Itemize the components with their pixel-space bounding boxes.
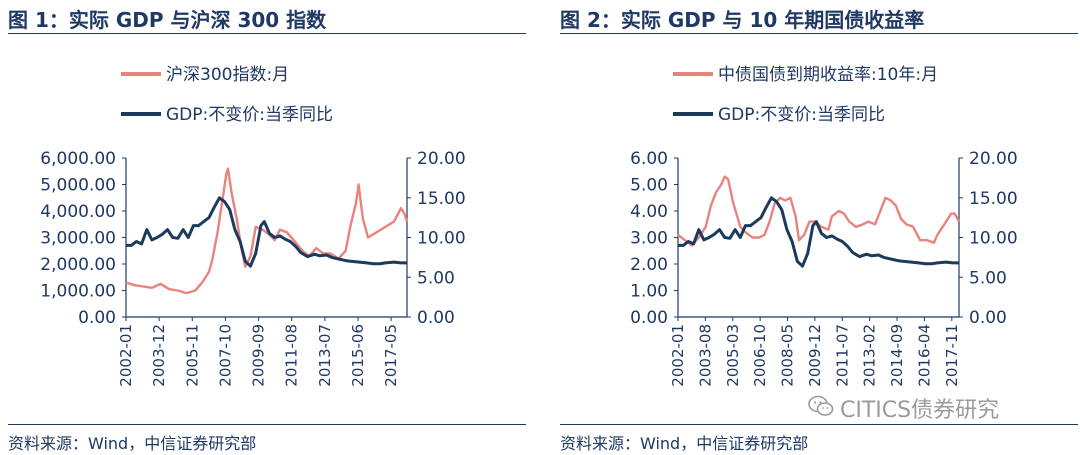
x-axis-tick-label: 2003-12 bbox=[150, 324, 168, 387]
x-axis-tick-label: 2013-02 bbox=[861, 324, 879, 387]
legend-entry: 沪深300指数:月 bbox=[121, 65, 289, 85]
left-axis-tick-label: 1.00 bbox=[630, 282, 668, 302]
left-axis-tick-label: 4.00 bbox=[630, 202, 668, 222]
right-axis-tick-label: 5.00 bbox=[969, 268, 1007, 288]
x-axis-tick-label: 2011-08 bbox=[283, 324, 301, 387]
x-axis-tick-label: 2006-10 bbox=[751, 324, 769, 387]
figure-2-title: 图 2：实际 GDP 与 10 年期国债收益率 bbox=[560, 8, 925, 32]
right-axis-tick-label: 0.00 bbox=[969, 308, 1007, 328]
legend-entry: GDP:不变价:当季同比 bbox=[673, 105, 885, 125]
left-axis-tick-label: 4,000.00 bbox=[40, 202, 116, 222]
left-axis-tick-label: 1,000.00 bbox=[40, 282, 116, 302]
legend-label: 沪深300指数:月 bbox=[166, 65, 289, 85]
x-axis-tick-label: 2013-07 bbox=[316, 324, 334, 387]
x-axis-tick-label: 2015-06 bbox=[349, 324, 367, 387]
left-axis-tick-label: 5.00 bbox=[630, 176, 668, 196]
series-line-primary bbox=[677, 175, 961, 247]
right-axis-tick-label: 5.00 bbox=[417, 268, 455, 288]
source-rule bbox=[560, 424, 1078, 425]
x-axis-tick-label: 2007-10 bbox=[216, 324, 234, 387]
source-rule bbox=[8, 424, 526, 425]
left-axis-tick-label: 3.00 bbox=[630, 229, 668, 249]
watermark: CITICS债券研究 bbox=[808, 392, 999, 424]
left-axis-tick-label: 0.00 bbox=[630, 308, 668, 328]
x-axis-tick-label: 2008-05 bbox=[779, 324, 797, 387]
left-axis-tick-label: 6.00 bbox=[630, 149, 668, 169]
figure-2-panel: 图 2：实际 GDP 与 10 年期国债收益率 中债国债到期收益率:10年:月 G… bbox=[560, 0, 1078, 455]
left-axis-tick-label: 3,000.00 bbox=[40, 229, 116, 249]
x-axis-tick-label: 2017-05 bbox=[382, 324, 400, 387]
x-axis-tick-label: 2003-08 bbox=[696, 324, 714, 387]
x-axis-tick-label: 2005-03 bbox=[724, 324, 742, 387]
x-axis-tick-label: 2009-12 bbox=[806, 324, 824, 387]
right-axis-tick-label: 15.00 bbox=[417, 189, 466, 209]
right-axis-tick-label: 20.00 bbox=[969, 149, 1018, 169]
right-axis-tick-label: 10.00 bbox=[969, 229, 1018, 249]
x-axis-tick-label: 2014-09 bbox=[888, 324, 906, 387]
series-line-gdp bbox=[126, 196, 407, 268]
title-rule bbox=[8, 33, 526, 34]
title-rule bbox=[560, 33, 1078, 34]
right-axis-tick-label: 15.00 bbox=[969, 189, 1018, 209]
figure-1-panel: 图 1：实际 GDP 与沪深 300 指数 沪深300指数:月 GDP:不变价:当… bbox=[8, 0, 526, 455]
wechat-icon bbox=[808, 395, 834, 423]
legend-label: GDP:不变价:当季同比 bbox=[166, 105, 333, 125]
x-axis-tick-label: 2005-11 bbox=[183, 324, 201, 387]
x-axis-tick-label: 2002-01 bbox=[117, 324, 135, 387]
watermark-text: CITICS债券研究 bbox=[840, 398, 1000, 423]
left-axis-tick-label: 2,000.00 bbox=[40, 255, 116, 275]
figure-1-title: 图 1：实际 GDP 与沪深 300 指数 bbox=[8, 8, 327, 32]
right-axis-tick-label: 20.00 bbox=[417, 149, 466, 169]
series-line-gdp bbox=[678, 196, 959, 268]
figure-2-chart: 中债国债到期收益率:10年:月 GDP:不变价:当季同比 6.00 5.00 4.00 3… bbox=[630, 65, 1018, 387]
left-axis-tick-label: 2.00 bbox=[630, 255, 668, 275]
left-axis-tick-label: 0.00 bbox=[78, 308, 116, 328]
figure-1-source: 资料来源：Wind，中信证券研究部 bbox=[8, 434, 257, 453]
right-axis-tick-label: 10.00 bbox=[417, 229, 466, 249]
series-line-primary bbox=[125, 167, 409, 295]
x-axis-tick-label: 2002-01 bbox=[669, 324, 687, 387]
figure-2-source: 资料来源：Wind，中信证券研究部 bbox=[560, 434, 809, 453]
x-axis-tick-label: 2011-07 bbox=[833, 324, 851, 387]
x-axis-tick-label: 2017-11 bbox=[943, 324, 961, 387]
right-axis-tick-label: 0.00 bbox=[417, 308, 455, 328]
legend-entry: GDP:不变价:当季同比 bbox=[121, 105, 333, 125]
figure-1-chart: 沪深300指数:月 GDP:不变价:当季同比 6,000.00 5,000.00 4,0… bbox=[40, 65, 466, 387]
left-axis-tick-label: 6,000.00 bbox=[40, 149, 116, 169]
x-axis-tick-label: 2016-04 bbox=[915, 324, 933, 387]
x-axis-tick-label: 2009-09 bbox=[250, 324, 268, 387]
legend-label: GDP:不变价:当季同比 bbox=[718, 105, 885, 125]
legend-entry: 中债国债到期收益率:10年:月 bbox=[673, 65, 938, 85]
legend-label: 中债国债到期收益率:10年:月 bbox=[718, 65, 938, 85]
left-axis-tick-label: 5,000.00 bbox=[40, 176, 116, 196]
